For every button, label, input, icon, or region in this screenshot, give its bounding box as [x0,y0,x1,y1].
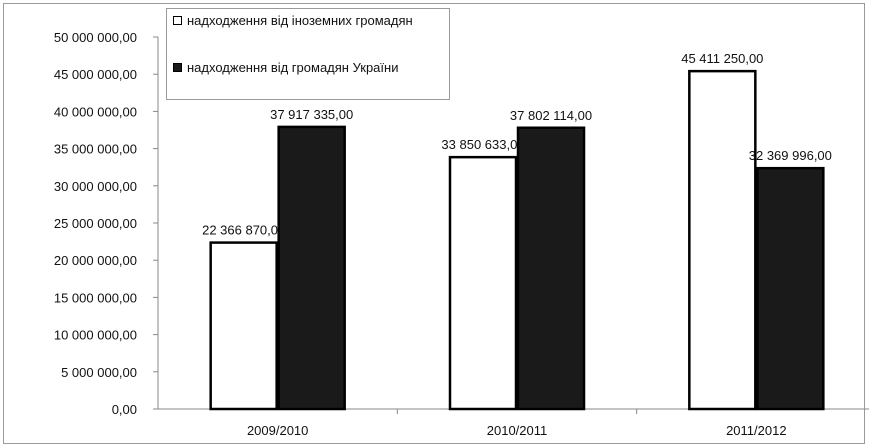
bar-foreign [209,241,278,411]
x-tick-label: 2009/2010 [247,423,308,438]
y-tick-label: 5 000 000,00 [61,365,137,380]
y-tick-label: 35 000 000,00 [54,142,137,157]
legend-swatch-ukraine [173,63,182,72]
y-tick-label: 30 000 000,00 [54,179,137,194]
data-label-ukraine: 37 917 335,00 [270,107,353,122]
x-tick-label: 2011/2012 [726,423,787,438]
y-tick-label: 45 000 000,00 [54,67,137,82]
y-tick-label: 25 000 000,00 [54,216,137,231]
bar-ukraine [756,166,825,411]
y-tick-label: 40 000 000,00 [54,104,137,119]
legend-item-ukraine: надходження від громадян України [173,60,447,76]
y-tick-label: 0,00 [112,402,137,417]
data-label-foreign: 45 411 250,00 [681,51,763,66]
legend: надходження від іноземних громадян надхо… [166,8,450,100]
data-label-ukraine: 32 369 996,00 [749,148,832,163]
data-label-foreign: 33 850 633,00 [441,137,524,152]
x-tick-label: 2010/2011 [487,423,548,438]
bar-ukraine [516,126,586,411]
bar-foreign [688,69,757,411]
y-tick-label: 50 000 000,00 [54,30,137,45]
y-tick-label: 10 000 000,00 [54,328,137,343]
y-tick-label: 15 000 000,00 [54,290,137,305]
legend-swatch-foreign [173,16,182,25]
y-tick-label: 20 000 000,00 [54,253,137,268]
legend-label-foreign: надходження від іноземних громадян [187,13,413,28]
data-label-foreign: 22 366 870,00 [202,223,285,238]
bar-foreign [448,155,518,411]
legend-label-ukraine: надходження від громадян України [187,60,399,75]
bar-ukraine [277,125,346,411]
data-label-ukraine: 37 802 114,00 [510,108,592,123]
legend-item-foreign: надходження від іноземних громадян [173,13,447,29]
